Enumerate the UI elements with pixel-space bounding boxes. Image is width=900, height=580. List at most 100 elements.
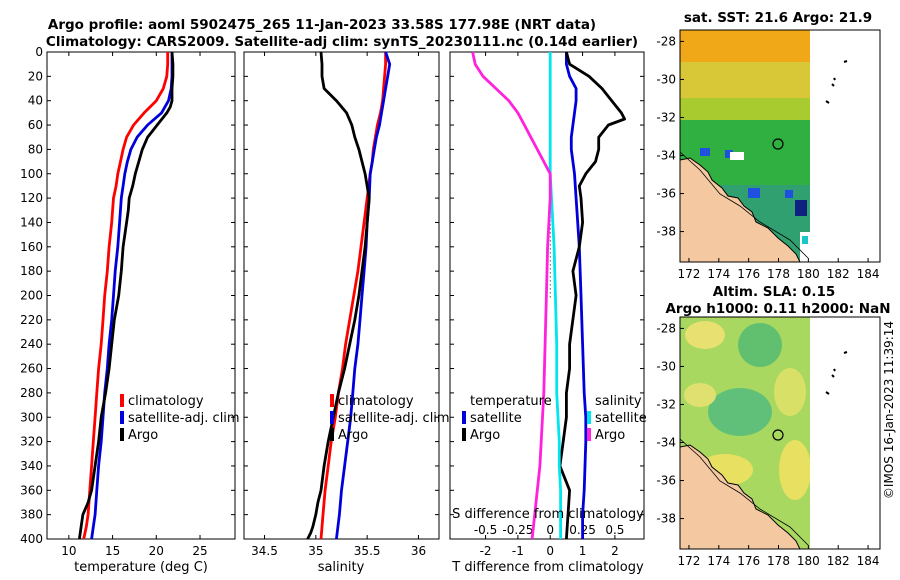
y-tick-label: 80 <box>28 142 43 156</box>
sst-band-lime <box>680 98 810 124</box>
y-tick-label: 40 <box>28 94 43 108</box>
x-tick-label: 36 <box>411 544 426 558</box>
sst-cloud-pixel <box>748 188 760 198</box>
y-tick-label: 180 <box>20 264 43 278</box>
x-tick-label: -2 <box>480 544 492 558</box>
argo-float-marker-sla <box>772 429 784 441</box>
lon-tick-label: 180 <box>797 267 820 281</box>
y-tick-label: 120 <box>20 191 43 205</box>
argo-float-marker <box>772 138 784 150</box>
x-tick-label: 0 <box>546 544 554 558</box>
lat-tick-label: -38 <box>656 512 676 526</box>
y-tick-label: 60 <box>28 118 43 132</box>
y-tick-label: 300 <box>20 410 43 424</box>
y-tick-label: 320 <box>20 435 43 449</box>
sst-map: sat. SST: 21.6 Argo: 21.9 <box>656 10 881 281</box>
x-tick-label: 10 <box>61 544 76 558</box>
y-tick-label: 20 <box>28 69 43 83</box>
s-tick-label: -0.5 <box>474 523 497 537</box>
lon-tick-label: 178 <box>767 554 790 568</box>
imos-watermark: ©IMOS 16-Jan-2023 11:39:14 <box>882 321 896 499</box>
temperature-panel: 0 20 40 60 80 100 120 140 160 180 200 220 240 260 280 3… <box>20 45 240 575</box>
series-line-t-satellite <box>565 52 588 539</box>
lat-tick-label: -28 <box>656 321 676 335</box>
x-tick-label: 15 <box>105 544 120 558</box>
sla-low-blob <box>708 388 772 436</box>
sla-high-blob <box>684 383 716 407</box>
lat-tick-label: -30 <box>656 72 676 86</box>
sst-islands <box>825 60 848 104</box>
lat-tick-label: -38 <box>656 225 676 239</box>
legend-swatch-t-satellite <box>462 411 466 424</box>
salinity-panel: 34.5 35 35.5 36 salinity climatology satell… <box>243 51 450 575</box>
legend-swatch-climatology-s <box>330 394 334 407</box>
x-tick-label: 2 <box>611 544 619 558</box>
x-tick-label: 20 <box>149 544 164 558</box>
legend-swatch-s-satellite <box>587 411 591 424</box>
island <box>843 351 848 354</box>
lat-tick-label: -32 <box>656 397 676 411</box>
difference-panel: -2 -1 0 1 2 -0.5 -0.25 0 0.25 0.5 T difference f… <box>449 51 647 575</box>
legend-label-argo: Argo <box>128 428 158 443</box>
y-tick-label: 260 <box>20 362 43 376</box>
island <box>831 83 835 87</box>
y-tick-label: 280 <box>20 386 43 400</box>
sst-cloud-pixel <box>700 148 710 156</box>
x-tick-label: 35.5 <box>354 544 381 558</box>
lon-tick-label: 184 <box>857 267 880 281</box>
legend-swatch-t-argo <box>462 428 466 441</box>
series-line-s-argo <box>471 51 552 540</box>
lon-tick-label: 174 <box>707 267 730 281</box>
t-difference-xlabel: T difference from climatology <box>451 560 644 575</box>
legend-swatch-satellite <box>120 411 124 424</box>
lon-tick-label: 172 <box>678 554 701 568</box>
salinity-xlabel: salinity <box>318 560 365 575</box>
lon-tick-label: 176 <box>737 554 760 568</box>
lon-tick-label: 174 <box>707 554 730 568</box>
s-tick-label: 0 <box>546 523 554 537</box>
sla-map: Altim. SLA: 0.15 Argo h1000: 0.11 h2000:… <box>656 284 890 568</box>
legend-swatch-argo <box>120 428 124 441</box>
legend-label-argo-s: Argo <box>338 428 368 443</box>
legend-swatch-argo-s <box>330 428 334 441</box>
island <box>843 60 848 63</box>
lon-tick-label: 182 <box>827 554 850 568</box>
series-line-argo <box>78 51 175 540</box>
lat-tick-label: -34 <box>656 436 676 450</box>
sst-cloud-pixel <box>802 236 808 244</box>
legend-swatch-satellite-s <box>330 411 334 424</box>
sst-cloud-pixel <box>795 200 807 216</box>
y-tick-label: 240 <box>20 337 43 351</box>
sst-missing-pixel <box>800 232 810 262</box>
series-line-satellite-adj-clim <box>90 52 174 540</box>
y-tick-label: 100 <box>20 167 43 181</box>
series-line-t-argo <box>558 51 626 540</box>
lat-tick-label: -36 <box>656 474 676 488</box>
legend-label-t-satellite: satellite <box>470 411 522 426</box>
difference-legend: temperature satellite Argo salinity sate… <box>462 394 647 443</box>
legend-swatch-s-argo <box>587 428 591 441</box>
sla-map-frame <box>679 316 881 550</box>
salinity-legend: climatology satellite-adj. clim Argo <box>330 394 450 443</box>
y-tick-label: 380 <box>20 508 43 522</box>
lat-tick-label: -30 <box>656 359 676 373</box>
lon-tick-label: 182 <box>827 267 850 281</box>
lon-tick-label: 172 <box>678 267 701 281</box>
x-tick-label: 1 <box>579 544 587 558</box>
new-zealand-land-sla <box>680 444 801 549</box>
legend-label-t-argo: Argo <box>470 428 500 443</box>
sst-cloud-pixel <box>785 190 793 198</box>
sst-map-frame <box>679 29 881 263</box>
sla-low-blob <box>738 323 782 367</box>
temperature-panel-frame <box>46 51 236 540</box>
legend-label-climatology-s: climatology <box>338 394 414 409</box>
sst-cloud-pixel <box>725 150 733 158</box>
s-difference-xlabel: S difference from climatology <box>452 507 644 522</box>
y-tick-label: 400 <box>20 532 43 546</box>
island <box>833 77 836 81</box>
sst-map-title: sat. SST: 21.6 Argo: 21.9 <box>684 10 872 26</box>
figure-title-line2: Climatology: CARS2009. Satellite-adj cli… <box>46 34 638 50</box>
x-tick-label: -1 <box>512 544 524 558</box>
x-tick-label: 34.5 <box>251 544 278 558</box>
